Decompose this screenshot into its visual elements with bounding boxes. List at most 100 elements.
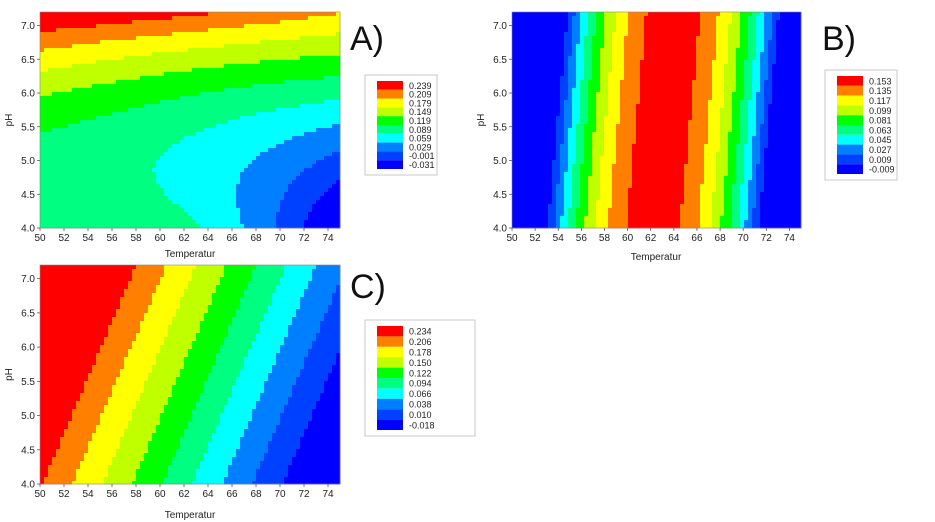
contour-cell <box>104 84 109 89</box>
contour-cell <box>88 140 93 145</box>
contour-cell <box>248 188 253 193</box>
x-tick-label: 72 <box>298 233 310 244</box>
contour-cell <box>64 96 69 101</box>
contour-cell <box>148 172 153 177</box>
contour-cell <box>40 20 45 25</box>
contour-cell <box>308 180 313 185</box>
contour-cell <box>280 180 285 185</box>
contour-cell <box>536 132 541 137</box>
contour-cell <box>236 132 241 137</box>
contour-cell <box>184 44 189 49</box>
contour-cell <box>576 40 581 45</box>
contour-cell <box>112 28 117 33</box>
contour-cell <box>208 184 213 189</box>
contour-cell <box>112 168 117 173</box>
contour-cell <box>248 12 253 17</box>
contour-cell <box>268 168 273 173</box>
contour-cell <box>528 64 533 69</box>
contour-cell <box>240 168 245 173</box>
contour-cell <box>192 180 197 185</box>
contour-cell <box>328 104 333 109</box>
contour-cell <box>232 168 237 173</box>
contour-cell <box>128 196 133 201</box>
contour-cell <box>196 80 201 85</box>
contour-cell <box>336 96 341 101</box>
contour-cell <box>140 92 145 97</box>
contour-cell <box>528 200 533 205</box>
contour-cell <box>132 144 137 149</box>
contour-cell <box>144 140 149 145</box>
contour-cell <box>40 204 45 209</box>
contour-cell <box>308 140 313 145</box>
contour-cell <box>260 220 265 225</box>
contour-cell <box>212 172 217 177</box>
contour-cell <box>300 132 305 137</box>
contour-cell <box>160 116 165 121</box>
contour-cell <box>532 172 537 177</box>
x-tick-label: 54 <box>82 233 94 244</box>
contour-cell <box>120 144 125 149</box>
contour-cell <box>148 80 153 85</box>
contour-cell <box>232 36 237 41</box>
contour-cell <box>112 96 117 101</box>
contour-cell <box>284 192 289 197</box>
contour-cell <box>172 128 177 133</box>
contour-cell <box>512 160 517 165</box>
contour-cell <box>288 96 293 101</box>
contour-cell <box>176 52 181 57</box>
contour-cell <box>260 184 265 189</box>
contour-cell <box>524 20 529 25</box>
contour-cell <box>332 40 337 45</box>
contour-cell <box>512 152 517 157</box>
contour-cell <box>212 220 217 225</box>
contour-cell <box>316 32 321 37</box>
contour-cell <box>272 200 277 205</box>
contour-cell <box>216 152 221 157</box>
contour-cell <box>540 28 545 33</box>
contour-cell <box>216 212 221 217</box>
contour-cell <box>80 92 85 97</box>
contour-cell <box>320 132 325 137</box>
contour-cell <box>332 224 337 229</box>
contour-cell <box>512 68 517 73</box>
contour-cell <box>252 160 257 165</box>
contour-cell <box>104 212 109 217</box>
contour-cell <box>160 16 165 21</box>
contour-cell <box>208 116 213 121</box>
contour-cell <box>84 204 89 209</box>
contour-cell <box>304 32 309 37</box>
contour-cell <box>132 176 137 181</box>
contour-cell <box>160 164 165 169</box>
contour-cell <box>68 116 73 121</box>
contour-cell <box>280 176 285 181</box>
contour-cell <box>276 160 281 165</box>
contour-cell <box>516 204 521 209</box>
contour-cell <box>328 40 333 45</box>
contour-cell <box>104 224 109 229</box>
contour-cell <box>84 20 89 25</box>
contour-cell <box>532 92 537 97</box>
contour-cell <box>160 196 165 201</box>
contour-cell <box>516 36 521 41</box>
contour-cell <box>284 20 289 25</box>
contour-cell <box>252 148 257 153</box>
contour-cell <box>232 180 237 185</box>
contour-cell <box>516 32 521 37</box>
contour-cell <box>568 224 573 229</box>
contour-cell <box>180 196 185 201</box>
contour-cell <box>308 120 313 125</box>
contour-cell <box>180 96 185 101</box>
contour-cell <box>64 56 69 61</box>
contour-cell <box>56 152 61 157</box>
contour-cell <box>276 12 281 17</box>
contour-cell <box>336 156 341 161</box>
contour-cell <box>316 80 321 85</box>
contour-cell <box>192 84 197 89</box>
contour-cell <box>188 132 193 137</box>
contour-cell <box>304 24 309 29</box>
contour-cell <box>200 136 205 141</box>
contour-cell <box>244 216 249 221</box>
contour-cell <box>128 144 133 149</box>
contour-cell <box>548 160 553 165</box>
contour-cell <box>48 92 53 97</box>
